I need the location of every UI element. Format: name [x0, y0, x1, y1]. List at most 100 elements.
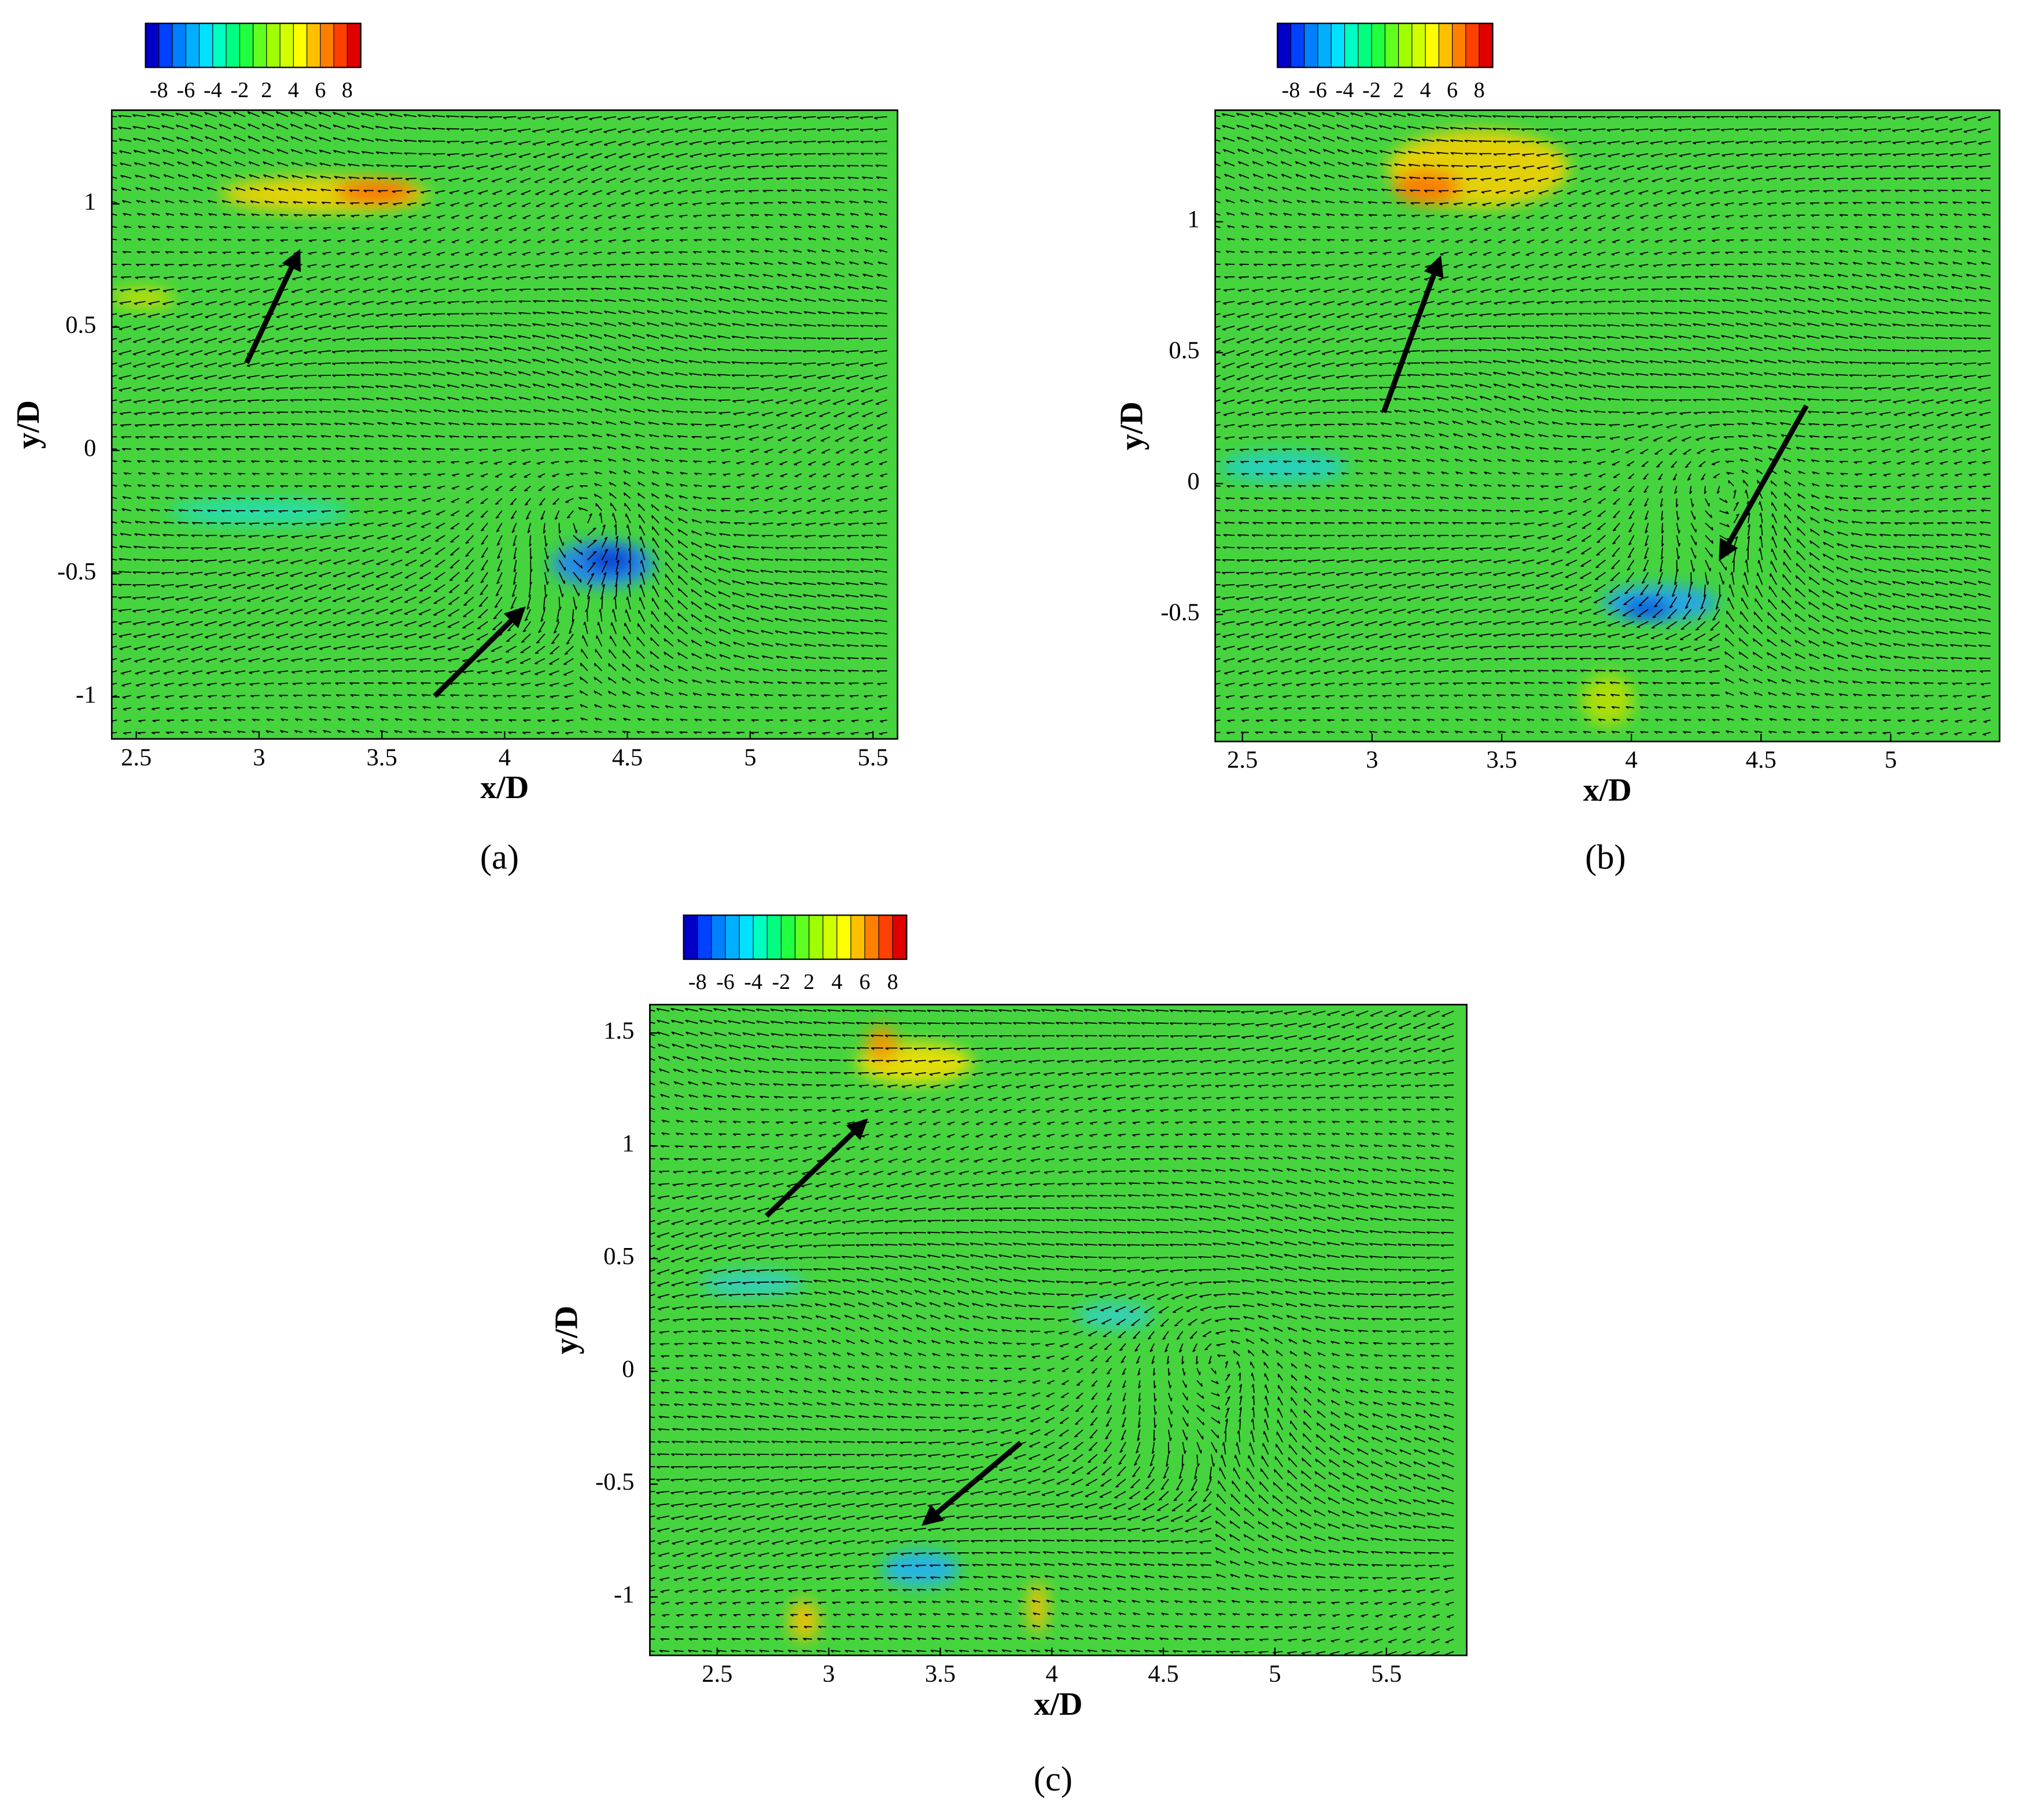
colorbar-cell — [683, 914, 699, 960]
panel-caption: (a) — [480, 838, 519, 877]
contour-patch — [1219, 451, 1349, 482]
arrow — [1718, 404, 1809, 562]
y-tick-label: 1 — [1187, 206, 1199, 233]
colorbar-label: -8 — [150, 78, 168, 102]
colorbar-label: -4 — [204, 78, 222, 102]
colorbar-cell — [1371, 23, 1386, 68]
x-tick-label: 5.5 — [857, 744, 888, 771]
colorbar-cell — [892, 914, 908, 960]
colorbar-label: -4 — [744, 970, 762, 994]
x-tick-label: 5.5 — [1371, 1660, 1402, 1688]
colorbar-label: 8 — [342, 78, 353, 102]
colorbar-label: 4 — [831, 970, 842, 994]
colorbar-label: -8 — [688, 970, 707, 994]
arrow — [244, 249, 301, 364]
vector-field — [650, 1007, 1454, 1656]
contour-patch — [866, 1025, 898, 1062]
contour-patch — [586, 549, 633, 571]
colorbar-cell — [725, 914, 740, 960]
colorbar-cell — [1398, 23, 1413, 68]
colorbar-cell — [320, 23, 335, 68]
colorbar-cell — [780, 914, 796, 960]
colorbar-label: 2 — [803, 970, 814, 994]
contour-patch — [168, 499, 351, 525]
colorbar-frame — [145, 23, 362, 68]
colorbar-label: 4 — [288, 78, 299, 102]
y-tick-label: -1 — [614, 1581, 634, 1608]
x-tick-label: 3 — [823, 1660, 835, 1688]
colorbar-cell — [823, 914, 838, 960]
contour-patch — [882, 1550, 960, 1587]
colorbar-cell — [1452, 23, 1467, 68]
x-tick-label: 4 — [1625, 747, 1638, 774]
colorbar-cell — [226, 23, 241, 68]
x-tick-label: 4 — [499, 744, 511, 771]
annotation-arrows — [244, 249, 1809, 1526]
panel: 2.5 3 3.5 4 4.5 5 5.5-1-0.500.511.5x/Dy/D-8 -6-… — [548, 914, 1468, 1799]
contour-patch — [700, 1270, 805, 1297]
x-tick-label: 2.5 — [121, 744, 152, 771]
colorbar-cell — [808, 914, 824, 960]
colorbar-frame — [1277, 23, 1494, 68]
vector-field — [1215, 112, 1991, 736]
y-tick-label: -0.5 — [57, 558, 96, 585]
y-tick-label: 1.5 — [603, 1017, 634, 1044]
plot-frame — [1214, 109, 2001, 743]
contour-patch — [337, 181, 415, 202]
x-tick-label: 4.5 — [1148, 1660, 1178, 1688]
colorbar-cell — [1425, 23, 1440, 68]
colorbar-label: -8 — [1282, 78, 1300, 102]
x-tick-label: 5 — [1269, 1660, 1281, 1688]
colorbar-label: -4 — [1336, 78, 1354, 102]
colorbar-label: 4 — [1420, 78, 1431, 102]
plot-area — [112, 110, 898, 739]
colorbar-cell — [739, 914, 754, 960]
x-tick-label: 5 — [1885, 747, 1897, 774]
contour-patch — [112, 287, 176, 309]
contour-patch — [1076, 1302, 1155, 1329]
colorbar-cell — [711, 914, 727, 960]
y-tick-label: 0 — [84, 435, 96, 462]
x-tick-label: 3 — [253, 744, 265, 771]
colorbar-label: 6 — [315, 78, 326, 102]
colorbar-cell — [766, 914, 782, 960]
colorbar-cell — [306, 23, 322, 68]
x-tick-label: 4.5 — [1746, 747, 1776, 774]
colorbar-label: -2 — [772, 970, 790, 994]
x-tick-label: 4 — [1046, 1660, 1058, 1688]
y-tick-label: 0.5 — [1169, 337, 1200, 364]
y-tick-label: -1 — [76, 681, 96, 708]
colorbar-cell — [1438, 23, 1453, 68]
y-tick-label: 0 — [1187, 468, 1199, 495]
y-tick-label: -0.5 — [1160, 599, 1199, 626]
panel: 2.5 3 3.5 4 4.5 5 5.5 -1 -0.5 0 0.5 1 x/D y/D -8 -6 -4 -2… — [10, 23, 898, 877]
colorbar-cell — [1358, 23, 1373, 68]
contour-patch — [1582, 674, 1634, 726]
x-tick-label: 3 — [1366, 747, 1378, 774]
colorbar-cell — [878, 914, 894, 960]
x-tick-label: 4.5 — [612, 744, 643, 771]
colorbar-cell — [172, 23, 187, 68]
colorbar-cell — [185, 23, 200, 68]
x-tick-label: 2.5 — [702, 1660, 732, 1688]
colorbar-cell — [293, 23, 308, 68]
colorbar-cell — [1330, 23, 1346, 68]
colorbar-label: -2 — [230, 78, 249, 102]
contour-patch — [1027, 1581, 1048, 1634]
arrow — [921, 1441, 1023, 1526]
colorbar-cell — [836, 914, 852, 960]
colorbar-frame — [683, 914, 908, 960]
contour-patch — [1623, 601, 1671, 617]
colorbar-cell — [212, 23, 227, 68]
colorbar-cell — [1344, 23, 1359, 68]
y-axis-label: y/D — [1114, 401, 1150, 450]
y-tick-label: 0.5 — [603, 1243, 634, 1270]
contour-patch — [788, 1599, 820, 1641]
colorbar-label: -6 — [176, 78, 195, 102]
y-tick-label: 1 — [84, 188, 96, 215]
colorbar-cell — [753, 914, 768, 960]
colorbar-cell — [1465, 23, 1480, 68]
colorbar-cell — [697, 914, 713, 960]
y-axis-label: y/D — [10, 400, 46, 449]
